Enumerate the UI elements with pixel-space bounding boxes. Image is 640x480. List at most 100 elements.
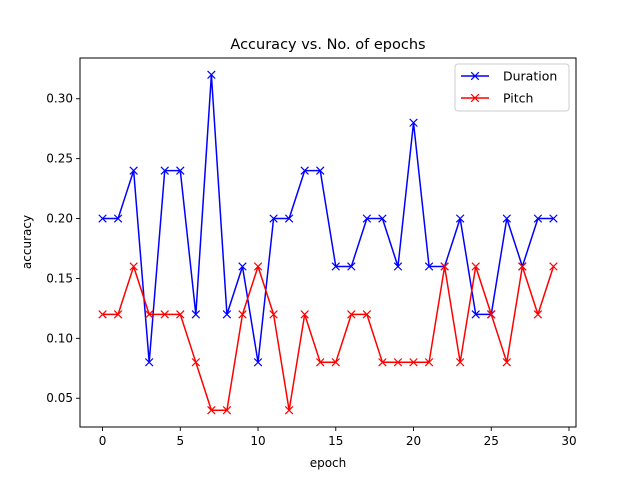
point-duration-6 <box>191 310 201 319</box>
point-duration-14-glyph <box>316 166 325 175</box>
x-tick-label-2: 10 <box>250 434 265 448</box>
point-pitch-15 <box>331 358 340 367</box>
point-pitch-11-glyph <box>269 310 278 319</box>
point-pitch-24 <box>471 262 480 271</box>
point-duration-19-glyph <box>393 262 403 271</box>
point-duration-18-glyph <box>378 214 387 223</box>
point-duration-8-glyph <box>222 310 232 319</box>
point-pitch-8-glyph <box>222 406 232 415</box>
x-tick-label-4: 20 <box>406 434 421 448</box>
point-pitch-27 <box>518 262 527 271</box>
point-duration-11-glyph <box>269 214 278 223</box>
point-duration-10 <box>253 358 263 367</box>
legend-marker-duration-glyph <box>470 71 480 81</box>
point-duration-10-glyph <box>253 358 263 367</box>
y-axis: 0.05 0.10 0.15 0.20 0.25 0.30 <box>46 92 80 405</box>
point-duration-20-glyph <box>409 118 418 127</box>
point-pitch-3-glyph <box>144 310 154 319</box>
point-duration-16-glyph <box>347 262 356 271</box>
point-pitch-28-glyph <box>533 310 543 319</box>
point-pitch-25-glyph <box>487 310 496 319</box>
point-duration-26 <box>502 214 512 223</box>
point-pitch-12 <box>284 406 294 415</box>
point-duration-28 <box>533 214 543 223</box>
point-pitch-10-glyph <box>253 262 263 271</box>
point-pitch-6 <box>191 358 201 367</box>
point-duration-24-glyph <box>471 310 480 319</box>
x-axis-title: epoch <box>310 456 347 470</box>
point-pitch-22 <box>440 262 449 271</box>
legend-marker-duration <box>470 71 480 81</box>
y-tick-label-3: 0.20 <box>46 212 73 226</box>
series-line-pitch <box>102 265 555 411</box>
point-pitch-5-glyph <box>176 310 185 319</box>
point-duration-9 <box>238 262 247 271</box>
point-pitch-19 <box>393 358 403 367</box>
point-pitch-0-glyph <box>98 310 107 319</box>
y-tick-label-2: 0.15 <box>46 271 73 285</box>
x-axis: 0 5 10 15 20 25 30 <box>99 427 577 448</box>
legend-marker-pitch-glyph <box>470 93 480 103</box>
point-duration-0 <box>98 214 107 223</box>
point-duration-23-glyph <box>455 214 465 223</box>
point-pitch-29 <box>549 262 558 271</box>
point-pitch-9 <box>238 310 247 319</box>
point-duration-2 <box>129 166 138 175</box>
point-pitch-13-glyph <box>300 310 309 319</box>
chart-title: Accuracy vs. No. of epochs <box>230 37 425 53</box>
point-duration-29 <box>549 214 558 223</box>
point-duration-16 <box>347 262 356 271</box>
point-pitch-23-glyph <box>455 358 465 367</box>
point-pitch-12-glyph <box>284 406 294 415</box>
point-pitch-18-glyph <box>378 358 387 367</box>
point-pitch-1-glyph <box>113 310 123 319</box>
legend-label-duration: Duration <box>503 69 557 84</box>
point-duration-5 <box>176 166 185 175</box>
point-pitch-21-glyph <box>424 358 434 367</box>
x-tick-label-6: 30 <box>561 434 576 448</box>
point-pitch-3 <box>144 310 154 319</box>
point-duration-17 <box>362 214 372 223</box>
point-duration-9-glyph <box>238 262 247 271</box>
y-tick-label-4: 0.25 <box>46 152 73 166</box>
point-duration-3 <box>144 358 154 367</box>
point-duration-14 <box>316 166 325 175</box>
x-tick-label-3: 15 <box>328 434 343 448</box>
point-pitch-15-glyph <box>331 358 340 367</box>
point-pitch-27-glyph <box>518 262 527 271</box>
point-pitch-20 <box>409 358 418 367</box>
point-pitch-10 <box>253 262 263 271</box>
plot-frame <box>79 57 577 428</box>
point-pitch-11 <box>269 310 278 319</box>
point-pitch-20-glyph <box>409 358 418 367</box>
point-duration-6-glyph <box>191 310 201 319</box>
point-pitch-1 <box>113 310 123 319</box>
point-pitch-4 <box>160 310 169 319</box>
point-duration-15-glyph <box>331 262 340 271</box>
point-pitch-26-glyph <box>502 358 512 367</box>
point-pitch-5 <box>176 310 185 319</box>
point-pitch-23 <box>455 358 465 367</box>
point-duration-4-glyph <box>160 166 169 175</box>
point-duration-2-glyph <box>129 166 138 175</box>
point-duration-3-glyph <box>144 358 154 367</box>
series-layer <box>98 70 558 415</box>
point-duration-15 <box>331 262 340 271</box>
y-tick-label-5: 0.30 <box>46 92 73 106</box>
point-duration-8 <box>222 310 232 319</box>
point-pitch-8 <box>222 406 232 415</box>
point-duration-24 <box>471 310 480 319</box>
y-tick-label-1: 0.10 <box>46 331 73 345</box>
point-duration-13 <box>300 166 309 175</box>
point-duration-20 <box>409 118 418 127</box>
point-pitch-21 <box>424 358 434 367</box>
point-duration-29-glyph <box>549 214 558 223</box>
point-pitch-25 <box>487 310 496 319</box>
point-duration-7-glyph <box>207 70 216 79</box>
legend: Duration Pitch <box>454 63 570 112</box>
point-pitch-16 <box>347 310 356 319</box>
point-duration-21-glyph <box>424 262 434 271</box>
point-pitch-7 <box>207 406 216 415</box>
point-duration-12-glyph <box>284 214 294 223</box>
